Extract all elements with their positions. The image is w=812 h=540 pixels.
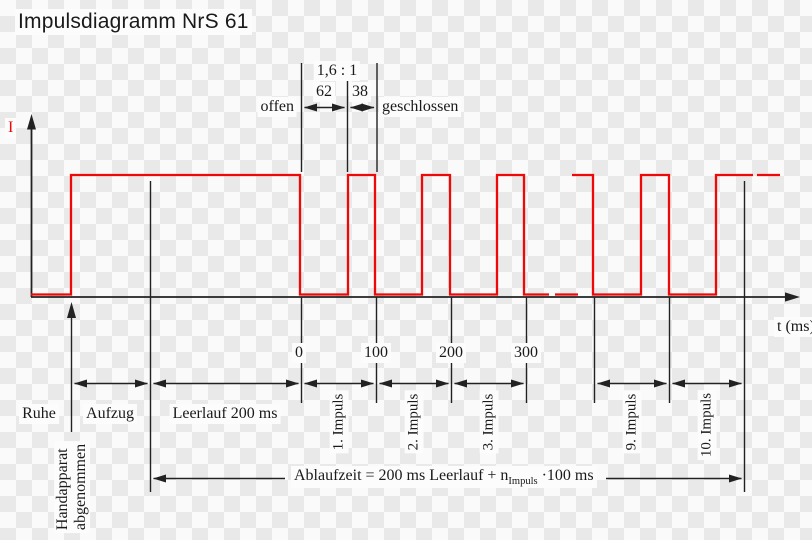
time-axis (31, 292, 800, 302)
closed-label: geschlossen (379, 97, 462, 117)
open-duration-label: 62 (313, 82, 335, 102)
handset-note-line1: Handapparat (54, 448, 72, 531)
ratio-label: 1,6 : 1 (313, 61, 361, 81)
y-axis-arrowhead-icon (27, 114, 36, 130)
phase-ruhe-label: Ruhe (19, 404, 59, 424)
waveform-main (31, 173, 549, 296)
x-axis-arrowhead-icon (785, 292, 800, 302)
waveform-resume (572, 173, 753, 296)
handset-note-line2: abgenommen (72, 443, 89, 531)
y-axis-label: I (5, 118, 17, 138)
x-axis-label: t (ms) (774, 317, 812, 337)
up-arrowhead-icon (67, 302, 76, 318)
tick-label-0: 0 (292, 343, 306, 363)
pulse-3-label: 3. Impuls (479, 390, 499, 454)
phase-aufzug-label: Aufzug (83, 404, 137, 424)
formula-prefix: Ablaufzeit = 200 ms Leerlauf + n (294, 467, 509, 484)
current-axis (27, 114, 36, 297)
tick-label-100: 100 (361, 343, 391, 363)
pulse-9-label: 9. Impuls (622, 390, 642, 454)
current-waveform (31, 173, 780, 296)
open-label: offen (257, 97, 297, 117)
pulse-10-label: 10. Impuls (697, 389, 717, 461)
formula-subscript: Impuls (508, 476, 538, 488)
duty-cycle-callout (300, 63, 378, 172)
page-title: Impulsdiagramm NrS 61 (15, 9, 252, 36)
closed-duration-label: 38 (349, 82, 371, 102)
formula-suffix: ·100 ms (537, 467, 594, 484)
pulse-2-label: 2. Impuls (404, 390, 424, 454)
phase-leerlauf-label: Leerlauf 200 ms (169, 404, 281, 424)
tick-label-300: 300 (511, 343, 541, 363)
runtime-formula: Ablaufzeit = 200 ms Leerlauf + nImpuls ·… (291, 466, 597, 489)
pulse-1-label: 1. Impuls (329, 390, 349, 454)
handset-pickup-arrow (67, 302, 76, 432)
tick-label-200: 200 (436, 343, 466, 363)
dimension-lines (149, 181, 746, 492)
handset-note: Handapparat abgenommen (54, 440, 90, 534)
